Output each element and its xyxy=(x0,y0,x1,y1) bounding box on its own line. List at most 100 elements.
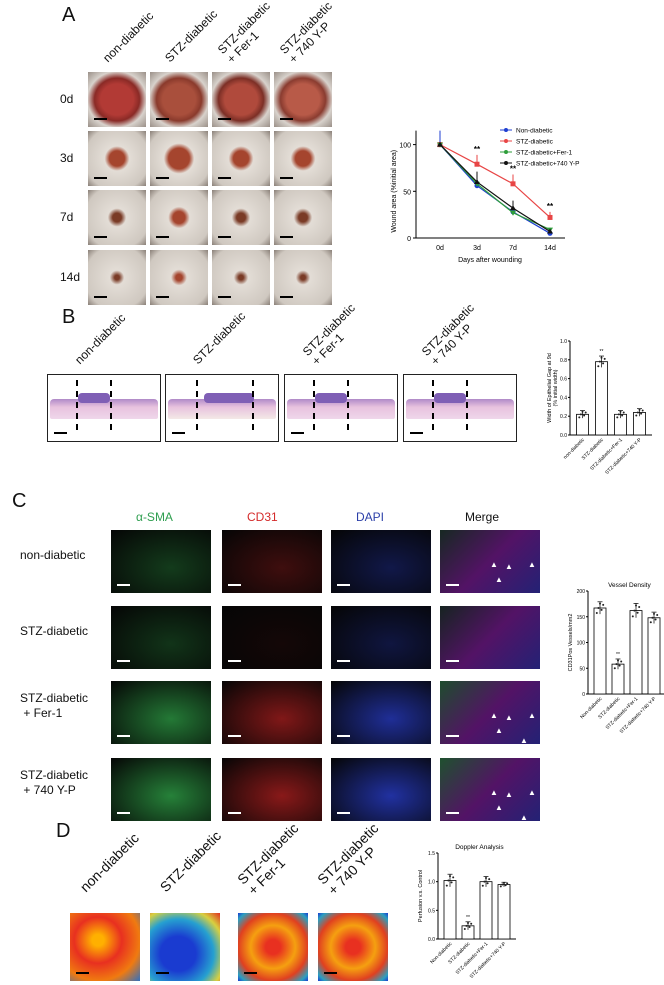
gap-marker-left xyxy=(76,380,78,430)
fluorescence-image xyxy=(222,530,322,593)
data-point xyxy=(510,205,516,211)
data-point xyxy=(465,924,468,927)
data-point xyxy=(653,612,655,615)
y-tick-label: 0.4 xyxy=(560,395,567,401)
y-tick-label: 100 xyxy=(399,143,411,150)
arrowhead-icon: ▲ xyxy=(495,575,503,584)
scale-bar xyxy=(117,660,130,662)
significance-marker: ** xyxy=(547,202,554,211)
x-tick-label: STZ-diabetic+Fer-1 xyxy=(455,941,490,976)
y-tick-label: 0.0 xyxy=(428,937,435,943)
y-axis-label: (% initial width) xyxy=(553,369,559,406)
wound-photo xyxy=(212,190,270,245)
significance-marker: ** xyxy=(474,145,481,154)
arrowhead-icon: ▲ xyxy=(528,788,536,797)
scale-bar xyxy=(218,118,231,120)
scale-bar xyxy=(280,236,293,238)
series-line xyxy=(439,144,551,234)
scale-bar xyxy=(156,296,169,298)
wound-photo xyxy=(150,250,208,305)
x-tick-label: STZ-diabetic+740 Y-P xyxy=(604,437,643,476)
scale-bar xyxy=(280,296,293,298)
legend-entry: STZ-diabetic xyxy=(516,139,554,146)
wound-photo xyxy=(150,72,208,127)
y-axis-label: Perfusion v.s. Control xyxy=(418,870,424,922)
y-tick-label: 50 xyxy=(579,666,585,672)
bar xyxy=(497,884,511,940)
y-axis-label: CD31Pos Vessels/mm2 xyxy=(568,614,574,672)
panel-label-c: C xyxy=(12,490,27,512)
wound-photo xyxy=(274,250,332,305)
arrowhead-icon: ▲ xyxy=(495,726,503,735)
y-tick-label: 50 xyxy=(403,189,411,196)
scale-bar xyxy=(156,118,169,120)
fluorescence-image: ▲ ▲ ▲ ▲ xyxy=(440,530,540,593)
wound-photo xyxy=(274,131,332,186)
epithelium xyxy=(204,393,254,403)
data-point xyxy=(583,414,586,417)
arrowhead-icon: ▲ xyxy=(528,560,536,569)
significance-marker: ** xyxy=(510,164,517,173)
wound-photo xyxy=(212,250,270,305)
gap-marker-right xyxy=(252,380,254,430)
fluorescence-image xyxy=(331,530,431,593)
arrowhead-icon: ▲ xyxy=(520,736,528,744)
legend-entry: STZ-diabetic+Fer-1 xyxy=(516,150,573,157)
y-tick-label: 1.0 xyxy=(560,339,567,345)
row-label: non-diabetic xyxy=(20,548,86,562)
arrowhead-icon: ▲ xyxy=(490,711,498,720)
row-label: 14d xyxy=(60,270,81,284)
data-point xyxy=(636,611,639,614)
fluorescence-image xyxy=(222,681,322,744)
data-point xyxy=(636,411,639,414)
data-point xyxy=(447,879,450,882)
arrowhead-icon: ▲ xyxy=(495,803,503,812)
bar xyxy=(593,607,607,695)
channel-label: CD31 xyxy=(247,510,278,524)
y-tick-label: 0 xyxy=(582,692,585,698)
data-point xyxy=(631,615,634,618)
chart-title: Doppler Analysis xyxy=(455,844,504,851)
scale-bar xyxy=(54,432,67,434)
data-point xyxy=(504,884,507,887)
series-line xyxy=(439,144,551,232)
data-point xyxy=(468,926,471,929)
arrowhead-icon: ▲ xyxy=(505,790,513,799)
x-tick-label: 0d xyxy=(436,245,444,252)
data-point xyxy=(547,228,553,234)
scale-bar xyxy=(337,660,350,662)
fluorescence-image xyxy=(440,606,540,669)
y-tick-label: 200 xyxy=(577,589,586,595)
significance-marker: ** xyxy=(466,915,470,921)
scale-bar xyxy=(291,432,304,434)
scale-bar xyxy=(156,177,169,179)
wound-photo xyxy=(212,72,270,127)
y-tick-label: 0.0 xyxy=(560,433,567,439)
epithelium xyxy=(78,393,110,403)
data-point xyxy=(640,412,643,415)
data-point xyxy=(579,413,582,416)
data-point xyxy=(485,877,487,880)
gap-marker-left xyxy=(313,380,315,430)
scale-bar xyxy=(218,236,231,238)
x-tick-label: STZ-diabetic+740 Y-P xyxy=(469,941,508,980)
scale-bar xyxy=(228,812,241,814)
epithelium xyxy=(315,393,347,403)
data-point xyxy=(506,882,509,885)
data-point xyxy=(463,928,466,931)
data-point xyxy=(616,416,619,419)
data-point xyxy=(619,410,622,413)
doppler-image xyxy=(70,913,140,981)
data-point xyxy=(621,414,624,417)
data-point xyxy=(654,618,657,621)
wound-photo xyxy=(88,250,146,305)
legend-marker xyxy=(504,150,508,154)
bar xyxy=(443,880,457,940)
scale-bar xyxy=(446,584,459,586)
doppler-image xyxy=(150,913,220,981)
gap-marker-right xyxy=(466,380,468,430)
data-point xyxy=(595,611,598,614)
arrowhead-icon: ▲ xyxy=(490,560,498,569)
chart-title: Vessel Density xyxy=(608,582,651,589)
